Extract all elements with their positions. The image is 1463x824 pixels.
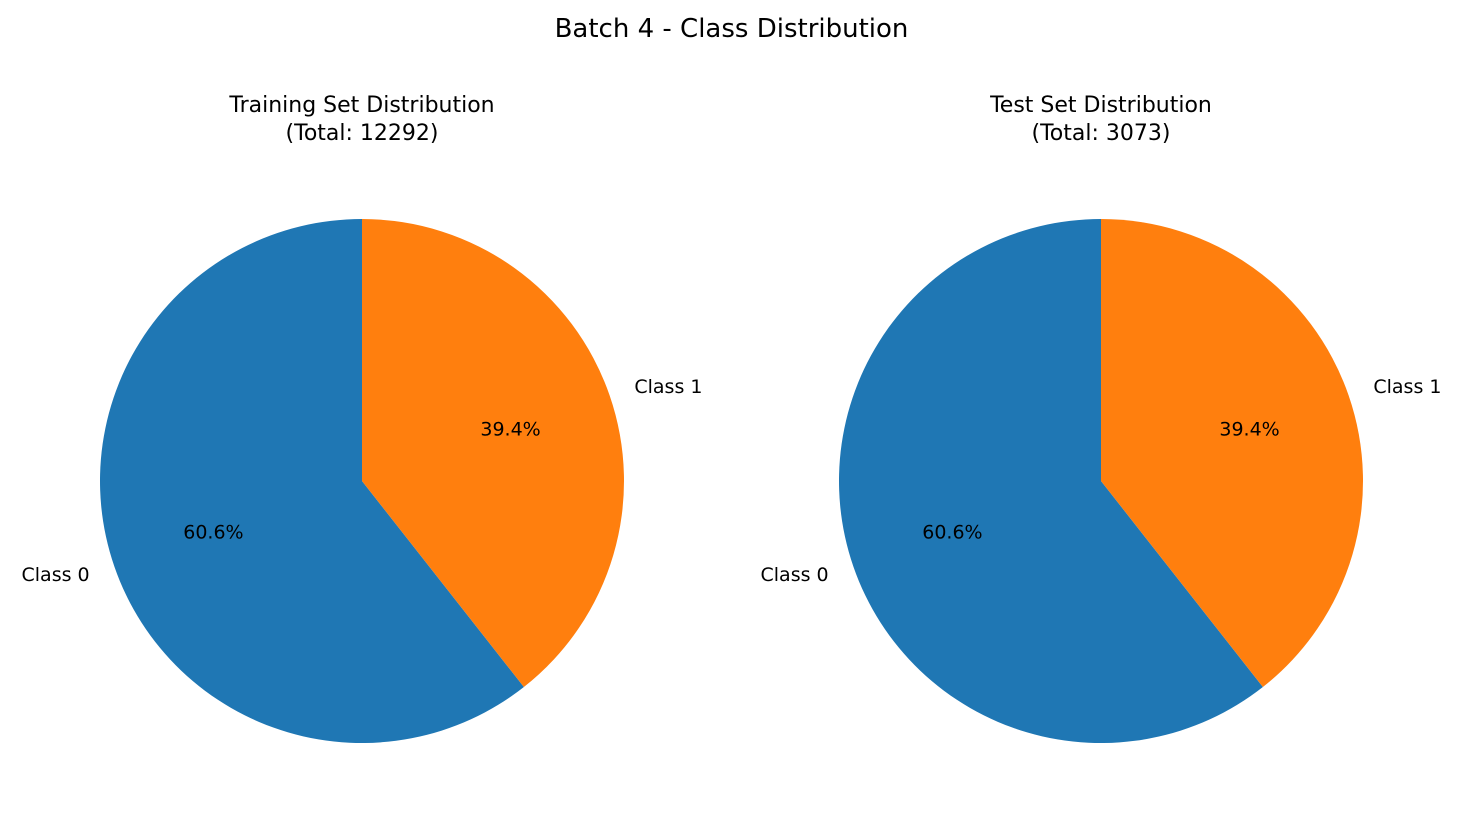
pie-labels: Class 0 60.6% Class 1 39.4%	[22, 376, 703, 586]
slice-category-label: Class 1	[634, 376, 702, 398]
pie-slice-class-1	[1101, 219, 1364, 688]
pie-subtitle: (Total: 3073)	[1032, 121, 1171, 146]
slice-category-label: Class 1	[1373, 376, 1441, 398]
pie-slices	[839, 219, 1364, 743]
pie-labels: Class 0 60.6% Class 1 39.4%	[761, 376, 1442, 586]
pie-slice-class-0	[839, 219, 1263, 743]
slice-percent-label: 60.6%	[183, 521, 243, 543]
pie-title: Training Set Distribution	[228, 93, 494, 118]
pie-slice-class-1	[362, 219, 625, 688]
slice-percent-label: 39.4%	[1219, 419, 1279, 441]
pie-chart-training: Training Set Distribution (Total: 12292)…	[22, 93, 703, 743]
pie-slices	[100, 219, 625, 743]
pie-title: Test Set Distribution	[989, 93, 1212, 118]
slice-percent-label: 39.4%	[480, 419, 540, 441]
pie-subtitle: (Total: 12292)	[286, 121, 439, 146]
slice-category-label: Class 0	[22, 564, 90, 586]
pie-slice-class-0	[100, 219, 524, 743]
slice-category-label: Class 0	[761, 564, 829, 586]
figure-title: Batch 4 - Class Distribution	[555, 14, 909, 44]
slice-percent-label: 60.6%	[922, 521, 982, 543]
pie-chart-test: Test Set Distribution (Total: 3073) Clas…	[761, 93, 1442, 743]
